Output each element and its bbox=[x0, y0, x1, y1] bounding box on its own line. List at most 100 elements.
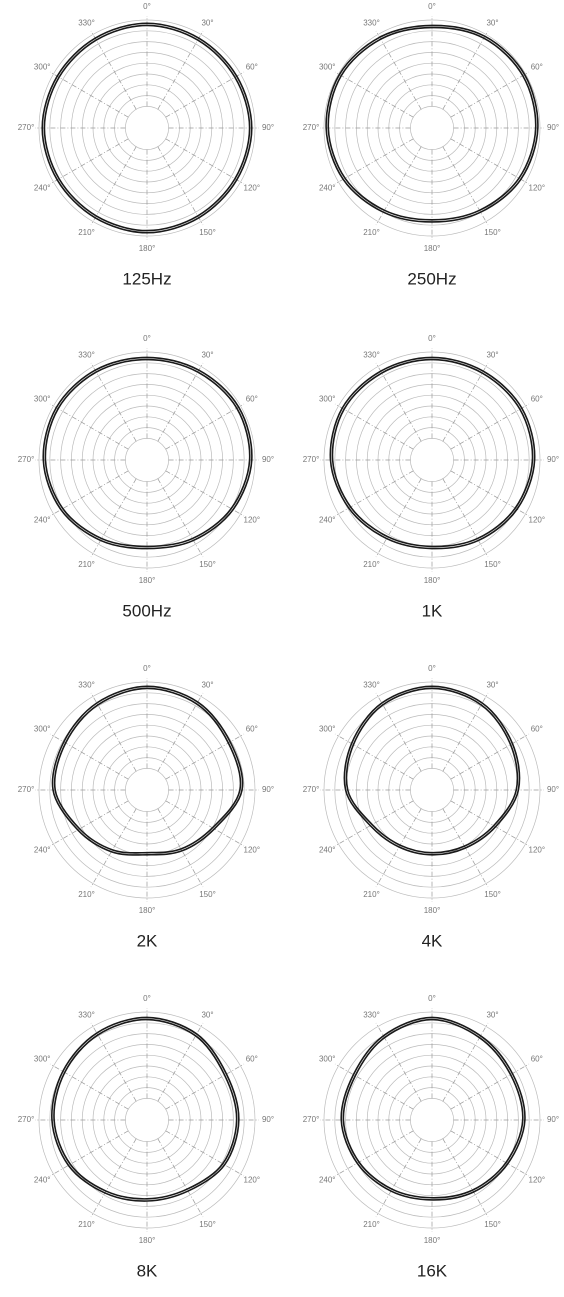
grid-ring bbox=[92, 735, 202, 845]
angle-label: 60° bbox=[531, 63, 543, 72]
grid-ring bbox=[377, 735, 487, 845]
angle-grid-line bbox=[375, 146, 422, 226]
angle-label: 150° bbox=[484, 890, 501, 899]
angle-grid-line bbox=[49, 733, 129, 780]
chart-title: 500Hz bbox=[122, 601, 171, 620]
angle-label: 240° bbox=[34, 516, 51, 525]
angle-label: 210° bbox=[78, 560, 95, 569]
angle-label: 120° bbox=[529, 846, 546, 855]
angle-label: 240° bbox=[319, 846, 336, 855]
angle-label: 60° bbox=[531, 1055, 543, 1064]
chart-title: 250Hz bbox=[407, 269, 456, 288]
angle-label: 180° bbox=[424, 244, 441, 253]
angle-label: 150° bbox=[199, 228, 216, 237]
angle-label: 210° bbox=[363, 228, 380, 237]
angle-label: 30° bbox=[201, 680, 213, 689]
angle-grid-line bbox=[334, 138, 414, 185]
grid-ring bbox=[388, 746, 476, 834]
angle-grid-line bbox=[375, 808, 422, 888]
polar-plot: 0° 30° 60° 90° 120° 150° 180° 210° 240° 270° 300° 3… bbox=[18, 2, 274, 288]
angle-label: 270° bbox=[18, 1115, 35, 1124]
angle-grid-line bbox=[165, 403, 245, 450]
angle-label: 330° bbox=[78, 680, 95, 689]
angle-grid-line bbox=[450, 71, 530, 118]
angle-label: 180° bbox=[424, 576, 441, 585]
angle-label: 0° bbox=[143, 994, 151, 1003]
angle-label: 180° bbox=[424, 906, 441, 915]
angle-label: 180° bbox=[139, 576, 156, 585]
grid-ring bbox=[92, 405, 202, 515]
grid-ring bbox=[410, 106, 454, 150]
grid-ring bbox=[334, 30, 530, 226]
angle-label: 90° bbox=[262, 123, 274, 132]
grid-ring bbox=[334, 692, 530, 888]
angle-label: 240° bbox=[319, 516, 336, 525]
angle-label: 300° bbox=[319, 725, 336, 734]
angle-label: 90° bbox=[262, 455, 274, 464]
grid-ring bbox=[388, 1076, 476, 1164]
angle-label: 60° bbox=[246, 1055, 258, 1064]
angle-grid-line bbox=[157, 692, 204, 772]
angle-label: 0° bbox=[428, 334, 436, 343]
polar-curve bbox=[343, 685, 521, 856]
angle-label: 0° bbox=[143, 664, 151, 673]
grid-ring bbox=[388, 84, 476, 172]
polar-plot: 0° 30° 60° 90° 120° 150° 180° 210° 240° 270° 300° 3… bbox=[18, 994, 274, 1280]
angle-grid-line bbox=[450, 1063, 530, 1110]
angle-label: 150° bbox=[199, 560, 216, 569]
angle-grid-line bbox=[90, 808, 137, 888]
angle-label: 150° bbox=[484, 228, 501, 237]
polar-curve bbox=[329, 356, 536, 550]
angle-grid-line bbox=[157, 808, 204, 888]
chart-title: 1K bbox=[422, 601, 443, 620]
angle-label: 330° bbox=[363, 680, 380, 689]
angle-grid-line bbox=[334, 403, 414, 450]
angle-label: 30° bbox=[486, 350, 498, 359]
angle-label: 90° bbox=[547, 1115, 559, 1124]
angle-label: 240° bbox=[319, 1176, 336, 1185]
angle-label: 330° bbox=[363, 1010, 380, 1019]
angle-label: 30° bbox=[201, 18, 213, 27]
grid-ring bbox=[334, 362, 530, 558]
angle-label: 210° bbox=[78, 228, 95, 237]
angle-grid-line bbox=[90, 146, 137, 226]
polar-curve bbox=[340, 1016, 526, 1201]
polar-plot: 0° 30° 60° 90° 120° 150° 180° 210° 240° 270° 300° 3… bbox=[303, 664, 559, 950]
grid-ring bbox=[323, 351, 541, 569]
grid-ring bbox=[377, 405, 487, 515]
grid-ring bbox=[345, 703, 519, 877]
angle-label: 300° bbox=[34, 725, 51, 734]
angle-label: 90° bbox=[547, 785, 559, 794]
angle-label: 210° bbox=[363, 560, 380, 569]
grid-ring bbox=[38, 351, 256, 569]
angle-label: 240° bbox=[34, 846, 51, 855]
grid-ring bbox=[60, 703, 234, 877]
angle-label: 0° bbox=[428, 664, 436, 673]
angle-grid-line bbox=[165, 1130, 245, 1177]
angle-grid-line bbox=[165, 800, 245, 847]
angle-grid-line bbox=[334, 1063, 414, 1110]
grid-ring bbox=[125, 106, 169, 150]
angle-label: 60° bbox=[246, 725, 258, 734]
angle-label: 120° bbox=[244, 516, 261, 525]
angle-label: 240° bbox=[319, 184, 336, 193]
chart-title: 125Hz bbox=[122, 269, 171, 288]
angle-label: 30° bbox=[486, 680, 498, 689]
angle-grid-line bbox=[375, 362, 422, 442]
angle-label: 0° bbox=[143, 2, 151, 11]
angle-label: 210° bbox=[78, 890, 95, 899]
angle-label: 60° bbox=[246, 395, 258, 404]
grid-ring bbox=[60, 41, 234, 215]
polar-plot: 0° 30° 60° 90° 120° 150° 180° 210° 240° 270° 300° 3… bbox=[303, 2, 559, 288]
angle-label: 300° bbox=[34, 1055, 51, 1064]
angle-label: 300° bbox=[319, 63, 336, 72]
grid-ring bbox=[103, 1076, 191, 1164]
polar-curve bbox=[51, 685, 244, 856]
angle-grid-line bbox=[157, 30, 204, 110]
angle-label: 0° bbox=[143, 334, 151, 343]
angle-grid-line bbox=[49, 470, 129, 517]
chart-title: 4K bbox=[422, 931, 443, 950]
angle-grid-line bbox=[157, 362, 204, 442]
grid-ring bbox=[92, 1065, 202, 1175]
angle-label: 150° bbox=[199, 890, 216, 899]
